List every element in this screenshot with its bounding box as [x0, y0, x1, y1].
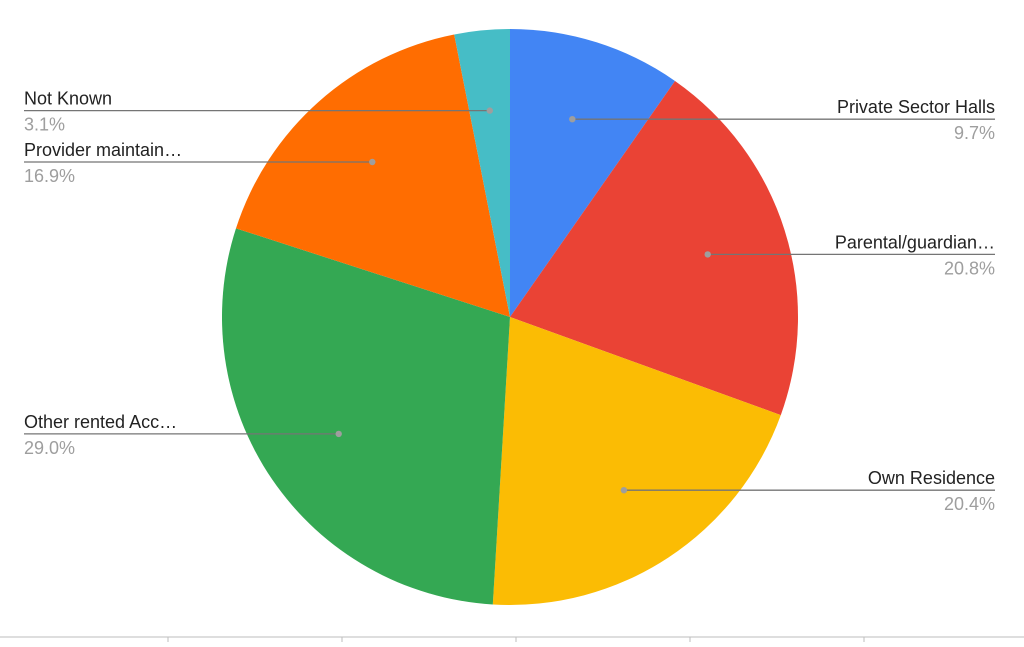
- slice-value-other-rented-acc: 29.0%: [24, 438, 75, 458]
- slices-layer: [221, 28, 799, 606]
- slice-value-parental-guardian: 20.8%: [944, 258, 995, 278]
- pie-slice-not-known[interactable]: [454, 29, 510, 317]
- bottom-axis: [0, 636, 1024, 642]
- pie-slice-own-residence[interactable]: [492, 317, 781, 606]
- leader-dot-other-rented-acc: [335, 430, 342, 438]
- labels-layer: Private Sector Halls 9.7% Parental/guardia…: [24, 89, 995, 515]
- pie-slice-provider-maintain[interactable]: [235, 34, 511, 318]
- slice-label-private-sector-halls: Private Sector Halls: [837, 97, 995, 117]
- slice-value-provider-maintain: 16.9%: [24, 166, 75, 186]
- leaders-layer: [24, 107, 995, 494]
- slice-value-private-sector-halls: 9.7%: [954, 123, 995, 143]
- slice-label-not-known: Not Known: [24, 89, 112, 109]
- leader-dot-not-known: [486, 107, 493, 114]
- pie-slice-parental-guardian[interactable]: [510, 80, 799, 416]
- pie-slice-private-sector-halls[interactable]: [510, 28, 675, 317]
- leader-dot-own-residence: [620, 487, 628, 494]
- slice-value-own-residence: 20.4%: [944, 494, 995, 514]
- slice-label-provider-maintain: Provider maintain…: [24, 140, 182, 160]
- leader-dot-provider-maintain: [369, 158, 376, 166]
- pie-slice-other-rented-acc[interactable]: [221, 228, 511, 605]
- leader-dot-private-sector-halls: [569, 116, 576, 123]
- slice-label-other-rented-acc: Other rented Acc…: [24, 412, 177, 432]
- slice-label-parental-guardian: Parental/guardian…: [835, 232, 995, 252]
- slice-value-not-known: 3.1%: [24, 115, 65, 135]
- leader-dot-parental-guardian: [704, 251, 711, 258]
- slice-label-own-residence: Own Residence: [868, 468, 995, 488]
